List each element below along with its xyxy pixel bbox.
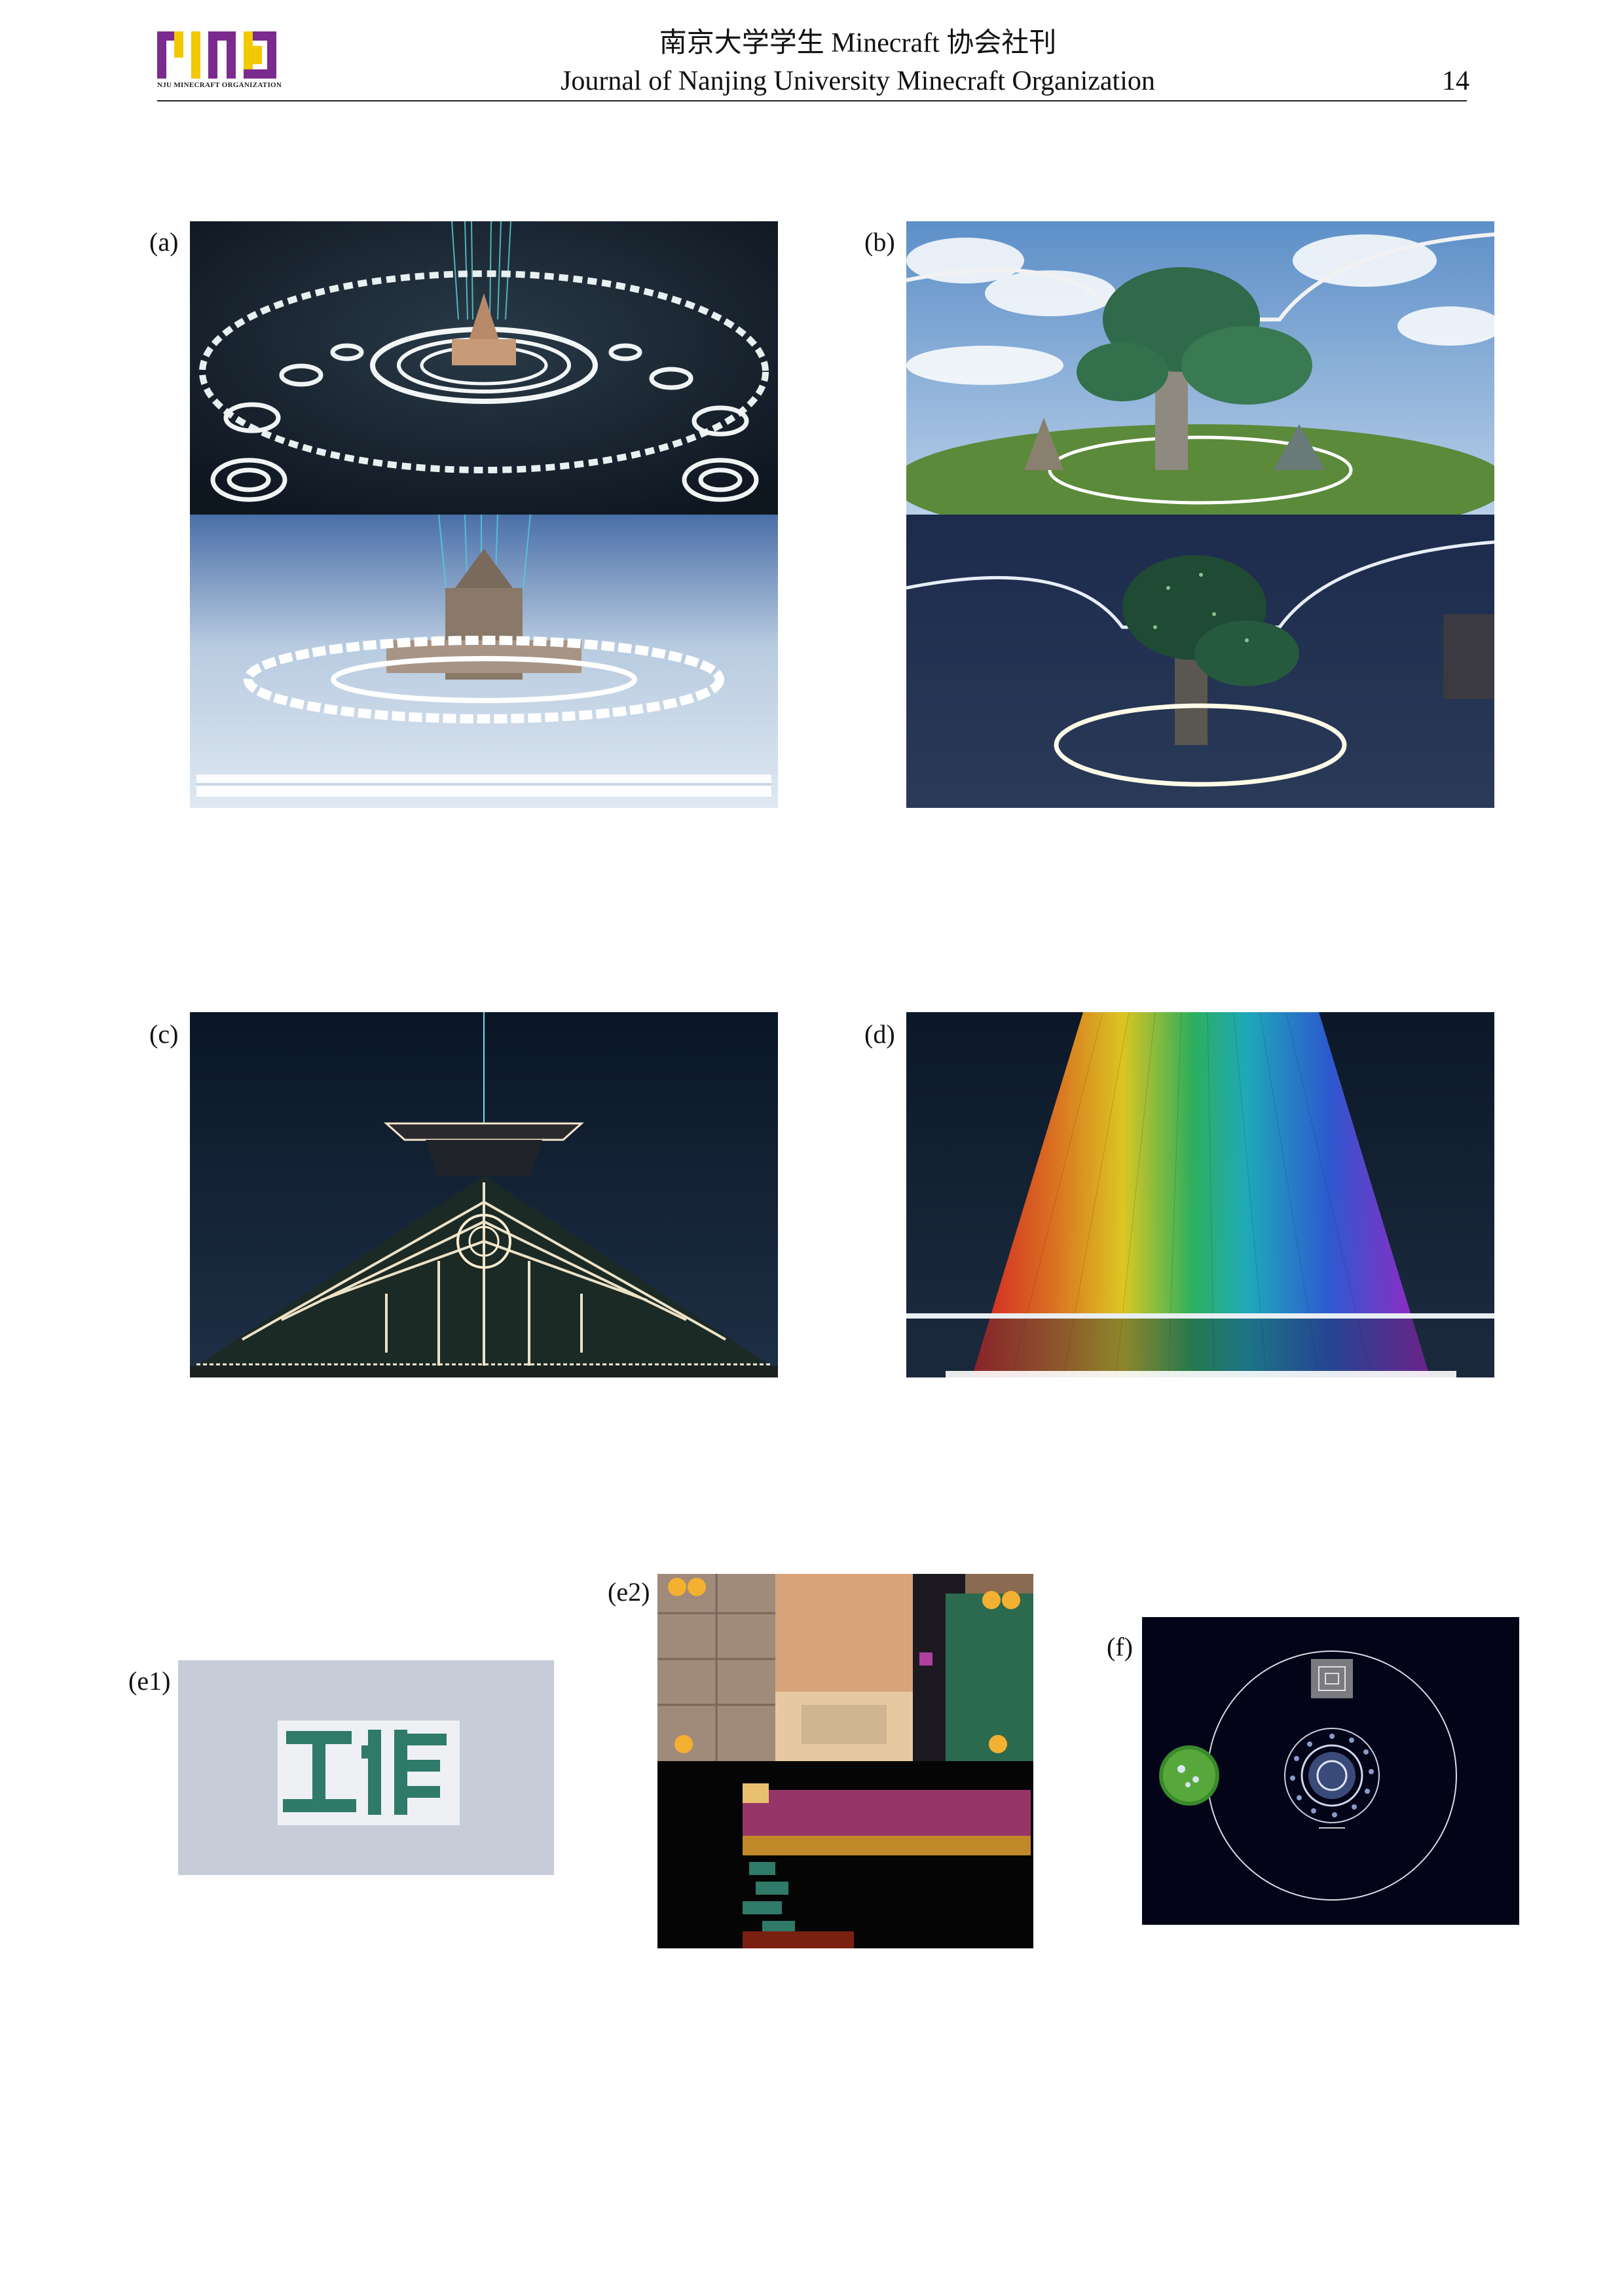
figure-label-c: (c) [149, 1019, 179, 1049]
figure-e2-image [657, 1574, 1033, 1948]
figure-c-image [190, 1012, 778, 1377]
journal-title-english: Journal of Nanjing University Minecraft … [561, 66, 1155, 96]
figure-label-b: (b) [864, 227, 895, 257]
figure-e1-image [178, 1660, 554, 1875]
figure-f-image [1142, 1617, 1519, 1925]
figure-label-d: (d) [864, 1019, 895, 1049]
figure-label-f: (f) [1107, 1632, 1133, 1662]
figure-label-e2: (e2) [608, 1577, 650, 1607]
figure-label-e1: (e1) [128, 1666, 171, 1696]
figure-a-image [190, 221, 778, 808]
logo-caption: NJU MINECRAFT ORGANIZATION [157, 81, 282, 89]
figure-b-image [906, 221, 1494, 808]
figure-d-image [906, 1012, 1494, 1377]
page-number: 14 [1442, 66, 1469, 96]
header-rule [157, 100, 1467, 101]
nju-minecraft-logo [157, 26, 276, 89]
figure-label-a: (a) [149, 227, 179, 257]
journal-title-chinese: 南京大学学生 Minecraft 协会社刊 [659, 28, 1057, 58]
